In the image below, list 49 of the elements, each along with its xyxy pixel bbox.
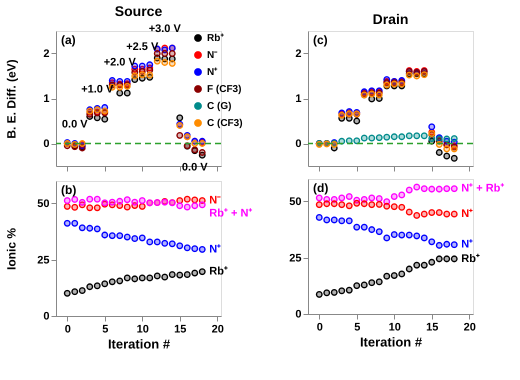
series-label: Rb⁺ <box>461 252 480 265</box>
y-tick-label: 0 <box>43 310 50 322</box>
x-axis-title: Iteration # <box>108 336 171 352</box>
legend-label: C (G) <box>207 101 232 112</box>
y-tick-label: 25 <box>289 252 302 264</box>
y-tick-label: 1 <box>295 93 302 105</box>
legend-label: N⁺ <box>207 67 218 78</box>
annotation: 0.0 V <box>182 162 208 174</box>
series-label: Rb⁺ + N⁺ <box>209 208 252 220</box>
y-axis-title: Ionic % <box>4 228 18 270</box>
annotation: (a) <box>61 33 76 47</box>
y-tick-label: 25 <box>37 254 50 266</box>
y-tick-label: 0 <box>295 138 302 150</box>
x-tick-label: 20 <box>212 324 224 336</box>
series-label: N⁺ <box>461 208 474 220</box>
legend-label: C (CF3) <box>207 118 243 129</box>
y-tick-label: 2 <box>43 48 50 60</box>
y-tick-label: 1 <box>43 93 50 105</box>
y-tick-label: 50 <box>37 198 50 210</box>
x-tick-label: 15 <box>174 324 186 336</box>
x-tick-label: 0 <box>64 324 71 336</box>
y-axis-title: B. E. Diff. (eV) <box>4 59 18 139</box>
annotation: (b) <box>61 183 76 197</box>
annotation: +3.0 V <box>148 23 182 36</box>
series-label: N⁺ + Rb⁺ <box>461 182 504 195</box>
y-tick-label: 0 <box>43 138 50 150</box>
x-tick-label: 10 <box>388 322 401 334</box>
annotation: 0.0 V <box>62 118 88 130</box>
x-tick-label: 10 <box>136 324 149 336</box>
legend-label: N⁻ <box>207 50 218 61</box>
chart-title: Drain <box>372 11 408 27</box>
annotation: (d) <box>313 181 328 195</box>
legend-label: F (CF3) <box>207 84 242 95</box>
series-label: N⁻ <box>209 194 222 207</box>
x-tick-label: 0 <box>316 322 323 334</box>
x-tick-label: 20 <box>464 322 476 334</box>
annotation: (c) <box>313 33 328 47</box>
x-tick-label: 5 <box>354 322 360 334</box>
chart-title: Source <box>114 3 162 20</box>
x-tick-label: 5 <box>102 324 108 336</box>
y-tick-label: 50 <box>289 196 302 208</box>
series-label: N⁺ <box>209 243 222 256</box>
series-label: N⁺ <box>461 238 474 251</box>
x-axis-title: Iteration # <box>360 334 423 350</box>
y-tick-label: 2 <box>295 48 302 60</box>
x-tick-label: 15 <box>426 322 438 334</box>
series-label: Rb⁺ <box>209 266 228 278</box>
legend-label: Rb⁺ <box>207 33 224 44</box>
y-tick-label: 0 <box>295 308 302 320</box>
